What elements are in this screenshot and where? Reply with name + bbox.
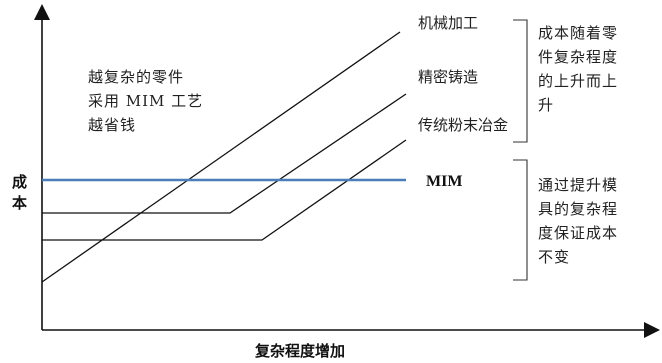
lower-brace — [513, 159, 528, 281]
right-note-bottom-line3: 度保证成本 — [538, 224, 618, 242]
y-axis-label-line2: 本 — [12, 194, 27, 212]
machining-label: 机械加工 — [418, 14, 478, 32]
mim-label: MIM — [426, 173, 462, 190]
powder-metallurgy-label: 传统粉末冶金 — [418, 116, 508, 134]
right-note-bottom-line1: 通过提升模 — [538, 176, 618, 194]
x-axis-label: 复杂程度增加 — [254, 342, 345, 360]
right-note-top-line3: 的上升而上 — [538, 72, 618, 90]
y-axis-label-line1: 成 — [12, 173, 27, 191]
right-note-bottom-line2: 具的复杂程 — [538, 200, 618, 218]
right-note-top-line1: 成本随着零 — [538, 24, 618, 42]
left-note-line1: 越复杂的零件 — [88, 68, 184, 86]
right-note-top-line4: 升 — [538, 96, 554, 114]
right-note-top-line2: 件复杂程度 — [538, 48, 618, 66]
left-note-line2: 采用 MIM 工艺 — [88, 92, 203, 110]
powder-metallurgy-line — [42, 139, 407, 241]
precision-casting-line — [42, 93, 407, 214]
left-note-line3: 越省钱 — [88, 116, 136, 134]
upper-brace — [513, 19, 528, 143]
right-note-bottom-line4: 不变 — [538, 248, 570, 266]
precision-casting-label: 精密铸造 — [418, 68, 478, 86]
